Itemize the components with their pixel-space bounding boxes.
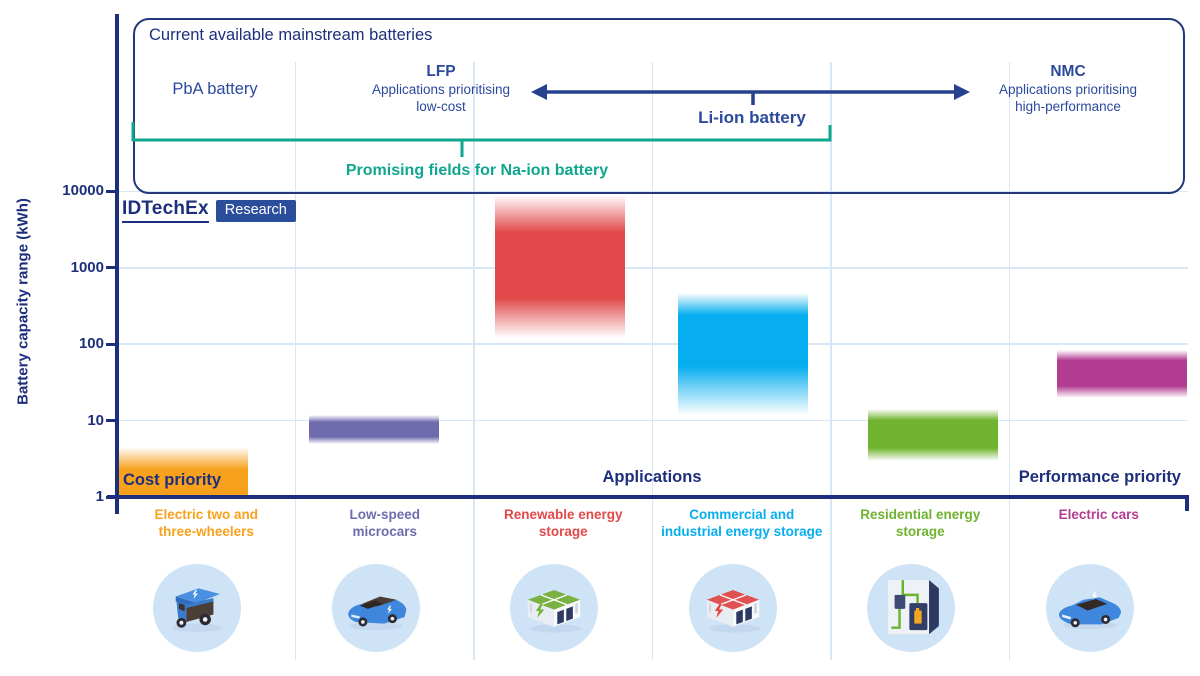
box-title: Current available mainstream batteries bbox=[149, 26, 433, 44]
range-bar-residential-energy-storage bbox=[868, 409, 998, 461]
icon-circle-electric-car bbox=[1045, 564, 1134, 652]
pba-battery-label: PbA battery bbox=[172, 80, 258, 98]
column-separator-4 bbox=[830, 62, 832, 660]
category-label-low-speed-microcar: Low-speed microcars bbox=[290, 506, 480, 540]
li-ion-battery-label: Li-ion battery bbox=[698, 108, 806, 127]
range-bar-renewable-energy-storage bbox=[495, 194, 625, 339]
y-axis-title: Battery capacity range (kWh) bbox=[14, 198, 32, 405]
commercial-industrial-energy-storage-icon bbox=[706, 589, 760, 633]
y-tick-mark-10000 bbox=[106, 189, 117, 193]
column-separator-5 bbox=[1008, 62, 1011, 660]
category-label-line: three-wheelers bbox=[158, 524, 254, 539]
category-label-line: Renewable energy bbox=[503, 507, 623, 522]
electric-three-wheeler-icon bbox=[172, 588, 222, 632]
column-separator-2 bbox=[473, 62, 475, 660]
category-label-line: Low-speed bbox=[349, 507, 420, 522]
icon-circle-residential-energy-storage bbox=[867, 564, 956, 652]
y-tick-mark-1 bbox=[106, 495, 117, 499]
y-axis-line bbox=[115, 14, 119, 514]
renewable-energy-storage-icon bbox=[528, 589, 582, 633]
category-label-residential-energy-storage: Residential energy storage bbox=[825, 506, 1015, 540]
category-label-commercial-industrial-energy-storage: Commercial and industrial energy storage bbox=[647, 506, 837, 540]
y-tick-label-1: 1 bbox=[95, 488, 104, 505]
category-label-line: microcars bbox=[352, 524, 418, 539]
icon-circle-commercial-industrial-energy-storage bbox=[688, 564, 777, 652]
applications-label: Applications bbox=[602, 468, 702, 486]
x-axis-end-tick bbox=[1185, 495, 1189, 511]
range-bar-electric-car bbox=[1057, 349, 1187, 398]
category-label-line: Residential energy bbox=[860, 507, 981, 522]
research-badge: Research bbox=[215, 199, 296, 222]
category-label-electric-car: Electric cars bbox=[1004, 506, 1194, 523]
column-separator-1 bbox=[294, 62, 297, 660]
nmc-line2: high-performance bbox=[1015, 99, 1121, 114]
lfp-line2: low-cost bbox=[416, 99, 466, 114]
category-label-line: Commercial and bbox=[689, 507, 795, 522]
cost-priority-label: Cost priority bbox=[123, 471, 222, 489]
category-label-line: Electric two and bbox=[154, 507, 259, 522]
y-tick-label-10000: 10000 bbox=[62, 182, 104, 200]
icon-circle-low-speed-microcar bbox=[331, 564, 420, 652]
low-speed-microcar-icon bbox=[347, 596, 407, 631]
residential-energy-storage-icon bbox=[888, 580, 940, 635]
icon-circle-electric-three-wheeler bbox=[153, 564, 242, 652]
nmc-annotation: NMC Applications prioritising high-perfo… bbox=[973, 62, 1163, 115]
lfp-line1: Applications prioritising bbox=[371, 82, 511, 97]
y-tick-label-10: 10 bbox=[87, 411, 104, 429]
na-ion-promising-label: Promising fields for Na-ion battery bbox=[345, 162, 609, 179]
y-tick-mark-100 bbox=[106, 342, 117, 346]
category-label-renewable-energy-storage: Renewable energy storage bbox=[468, 506, 658, 540]
lfp-annotation: LFP Applications prioritising low-cost bbox=[346, 62, 536, 115]
category-label-line: storage bbox=[538, 524, 588, 539]
y-tick-label-100: 100 bbox=[78, 335, 104, 353]
category-label-electric-three-wheeler: Electric two and three-wheelers bbox=[111, 506, 301, 540]
y-tick-mark-10 bbox=[106, 419, 117, 423]
range-bar-electric-three-wheeler bbox=[117, 447, 248, 497]
lfp-title: LFP bbox=[426, 63, 456, 80]
column-separator-3 bbox=[651, 62, 654, 660]
nmc-line1: Applications prioritising bbox=[998, 82, 1138, 97]
mainstream-batteries-box bbox=[133, 18, 1185, 194]
x-axis-line bbox=[107, 495, 1189, 499]
electric-car-icon bbox=[1058, 591, 1121, 630]
category-label-line: industrial energy storage bbox=[661, 524, 823, 539]
range-bar-low-speed-microcar bbox=[309, 414, 439, 444]
performance-priority-label: Performance priority bbox=[1018, 468, 1181, 486]
idtechex-logo: IDTechEx Research bbox=[122, 198, 296, 223]
nmc-title: NMC bbox=[1050, 63, 1086, 80]
y-tick-mark-1000 bbox=[106, 266, 117, 270]
category-label-line: Electric cars bbox=[1058, 507, 1139, 522]
category-label-line: storage bbox=[895, 524, 945, 539]
icon-circle-renewable-energy-storage bbox=[510, 564, 599, 652]
idtechex-wordmark: IDTechEx bbox=[122, 198, 209, 223]
range-bar-commercial-industrial-energy-storage bbox=[678, 292, 808, 415]
y-tick-label-1000: 1000 bbox=[70, 258, 104, 276]
